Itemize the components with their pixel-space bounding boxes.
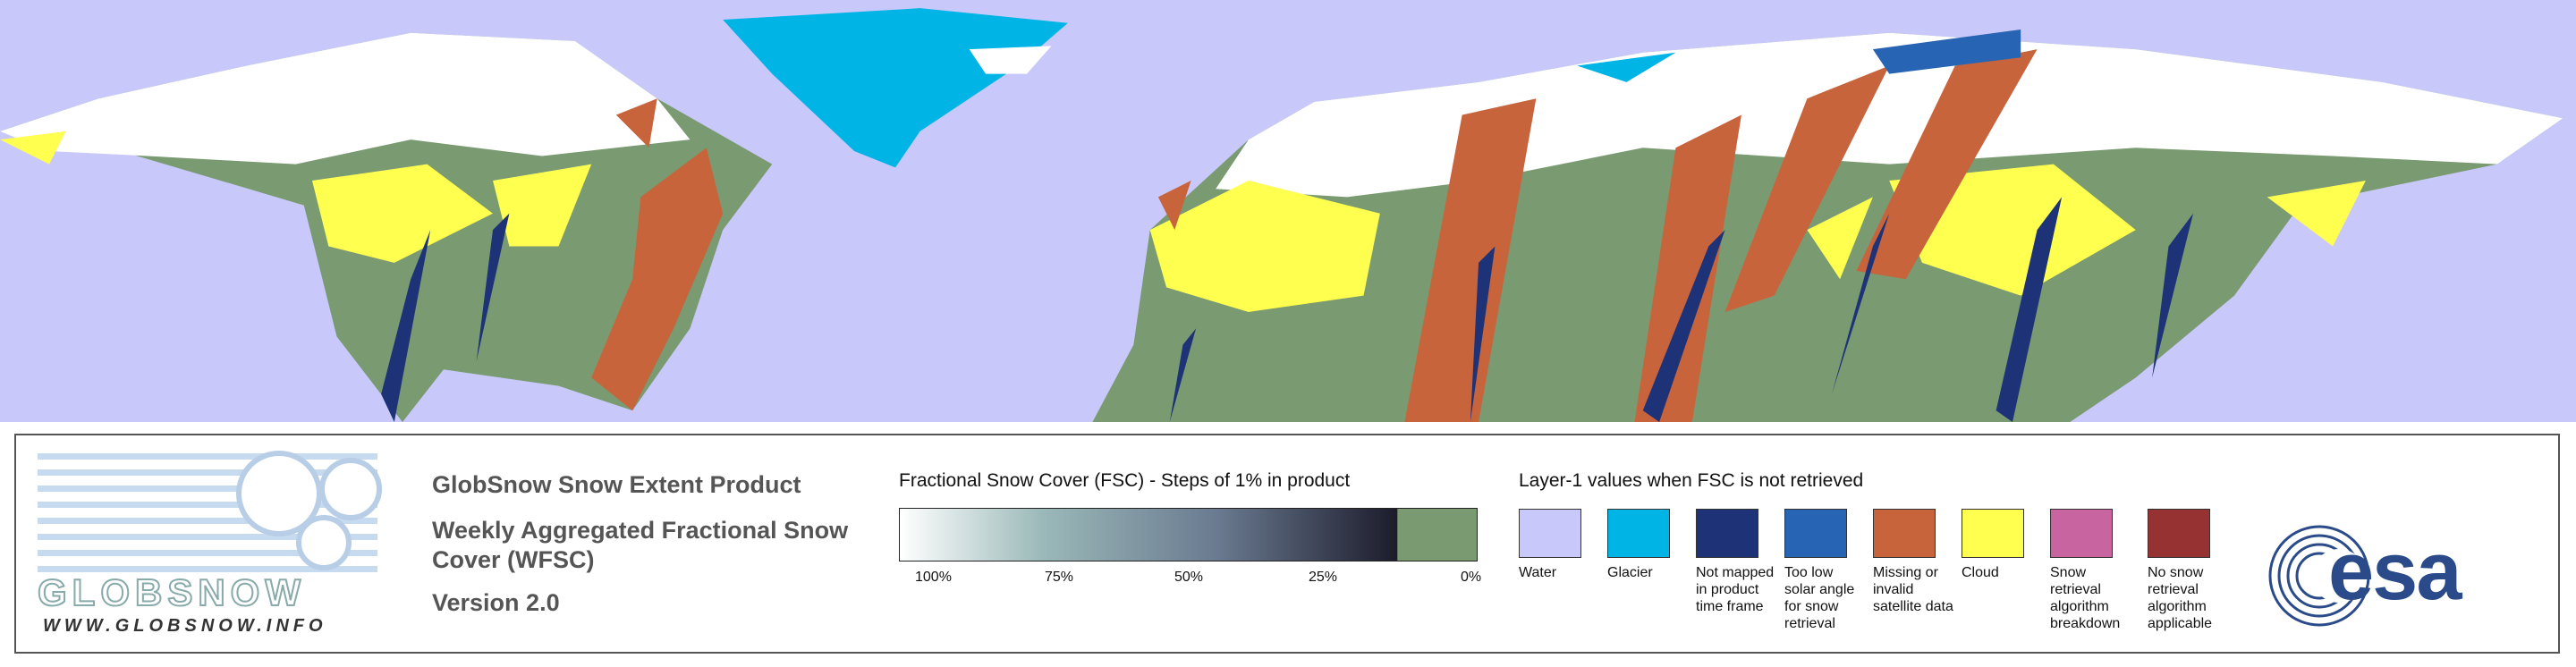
greenland — [723, 8, 1068, 168]
snow-map — [0, 0, 2576, 422]
legend-swatch — [1696, 509, 1758, 558]
fsc-label: 0% — [1461, 570, 1482, 585]
legend-swatch — [1607, 509, 1670, 558]
legend-swatch — [1519, 509, 1581, 558]
fsc-label: 25% — [1309, 570, 1338, 585]
fsc-label: 50% — [1174, 570, 1204, 585]
cloud-area — [1149, 164, 2366, 312]
fsc-gradient — [899, 508, 1478, 561]
product-title: GlobSnow Snow Extent Product — [432, 471, 801, 498]
legend-panel: GLOBSNOW WWW.GLOBSNOW.INFO GlobSnow Snow… — [14, 434, 2560, 654]
layer-title: Layer-1 values when FSC is not retrieved — [1519, 470, 1864, 491]
low-sun-area — [1872, 30, 2021, 74]
legend-label: Not mapped in product time frame — [1696, 565, 1775, 614]
fsc-title: Fractional Snow Cover (FSC) - Steps of 1… — [899, 470, 1351, 491]
fsc-label: 75% — [1045, 570, 1074, 585]
legend-swatch — [1873, 509, 1936, 558]
legend-label: Too low solar angle for snow retrieval — [1784, 565, 1855, 631]
legend-label: Water — [1519, 565, 1557, 580]
legend-label: Glacier — [1607, 565, 1653, 580]
snow-area — [1216, 32, 2563, 198]
globsnow-logo-graphic — [38, 451, 382, 572]
glacier-area — [1577, 52, 1676, 82]
cloud-area — [0, 131, 592, 263]
missing-band — [591, 98, 724, 411]
legend-label: Snow retrieval algorithm breakdown — [2050, 565, 2121, 631]
legend-label: No snow retrieval algorithm applicable — [2148, 565, 2213, 631]
legend-swatch — [2148, 509, 2210, 558]
logo-name: GLOBSNOW — [37, 570, 306, 614]
legend-swatch — [2050, 509, 2113, 558]
legend-label: Cloud — [1962, 565, 1999, 580]
esa-logo-graphic — [2268, 525, 2370, 627]
legend-swatch — [1784, 509, 1847, 558]
unmapped-stripe — [381, 213, 510, 422]
logo-url: WWW.GLOBSNOW.INFO — [43, 616, 327, 636]
snow-area — [969, 46, 1052, 74]
missing-band — [1157, 49, 2038, 422]
snow-area — [0, 32, 691, 165]
product-subtitle: Weekly Aggregated Fractional Snow Cover … — [432, 517, 849, 573]
legend-label: Missing or invalid satellite data — [1873, 565, 1953, 614]
esa-logo: esa — [2328, 526, 2462, 617]
fsc-label: 100% — [915, 570, 952, 585]
version: Version 2.0 — [432, 589, 560, 616]
legend-swatch — [1962, 509, 2024, 558]
